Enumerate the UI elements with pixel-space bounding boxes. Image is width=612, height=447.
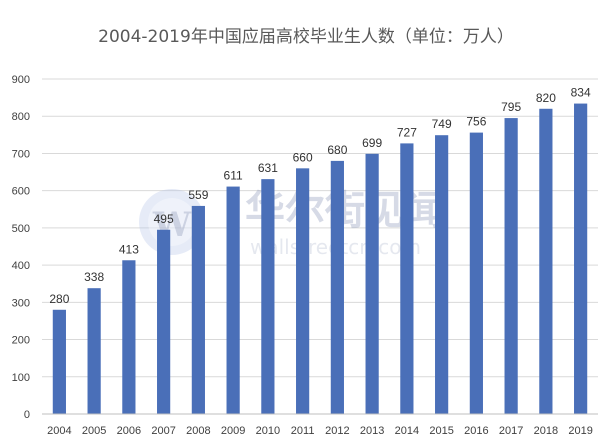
x-tick-label: 2018 bbox=[534, 425, 558, 437]
x-tick-label: 2011 bbox=[291, 425, 315, 437]
data-label: 495 bbox=[154, 212, 174, 226]
y-tick-label: 200 bbox=[12, 335, 30, 347]
data-label: 631 bbox=[258, 161, 278, 175]
y-tick-label: 300 bbox=[12, 297, 30, 309]
x-tick-label: 2015 bbox=[429, 425, 453, 437]
bar-2016 bbox=[469, 132, 483, 414]
x-tick-label: 2008 bbox=[186, 425, 210, 437]
data-label: 749 bbox=[432, 117, 452, 131]
bar-2019 bbox=[574, 103, 588, 415]
data-label: 338 bbox=[84, 270, 104, 284]
y-axis-ticks: 0 100 200 300 400 500 600 700 800 900 bbox=[12, 74, 30, 421]
data-labels: 280 338 413 495 559 611 631 660 680 699 727 749 756 7… bbox=[49, 86, 591, 306]
bar-2012 bbox=[330, 160, 344, 414]
data-label: 699 bbox=[362, 136, 382, 150]
data-label: 795 bbox=[501, 100, 521, 114]
x-tick-label: 2005 bbox=[82, 425, 106, 437]
data-label: 756 bbox=[466, 115, 486, 129]
watermark-circle bbox=[139, 189, 205, 255]
x-tick-label: 2009 bbox=[221, 425, 245, 437]
bar-2006 bbox=[122, 260, 136, 414]
bar-2018 bbox=[539, 108, 553, 415]
bar-2008 bbox=[191, 205, 205, 414]
y-tick-label: 100 bbox=[12, 372, 30, 384]
watermark-logo: W 华尔街见闻 wallstreetcn.com bbox=[139, 187, 445, 259]
bar-2015 bbox=[435, 135, 449, 414]
y-tick-label: 500 bbox=[12, 223, 30, 235]
y-tick-label: 400 bbox=[12, 260, 30, 272]
data-label: 280 bbox=[49, 292, 69, 306]
x-tick-label: 2010 bbox=[256, 425, 280, 437]
x-tick-label: 2012 bbox=[325, 425, 349, 437]
data-label: 559 bbox=[188, 188, 208, 202]
x-tick-label: 2013 bbox=[360, 425, 384, 437]
y-tick-label: 600 bbox=[12, 186, 30, 198]
y-tick-label: 700 bbox=[12, 148, 30, 160]
bar-2014 bbox=[400, 143, 414, 414]
y-tick-label: 900 bbox=[12, 74, 30, 86]
bar-2005 bbox=[87, 288, 101, 414]
bar-2011 bbox=[296, 168, 310, 414]
x-tick-label: 2014 bbox=[395, 425, 419, 437]
x-tick-label: 2004 bbox=[47, 425, 71, 437]
y-tick-label: 800 bbox=[12, 111, 30, 123]
x-tick-label: 2016 bbox=[464, 425, 488, 437]
x-tick-label: 2006 bbox=[117, 425, 141, 437]
data-label: 611 bbox=[224, 169, 243, 183]
data-label: 727 bbox=[397, 125, 417, 139]
y-tick-label: 0 bbox=[24, 409, 30, 421]
x-tick-label: 2017 bbox=[499, 425, 523, 437]
chart-title: 2004-2019年中国应届高校毕业生人数（单位：万人） bbox=[98, 27, 514, 47]
watermark-name: 华尔街见闻 bbox=[245, 187, 445, 234]
bar-2017 bbox=[504, 118, 518, 414]
x-tick-label: 2007 bbox=[151, 425, 175, 437]
bar-2009 bbox=[226, 186, 240, 414]
bar-2013 bbox=[365, 153, 379, 415]
data-label: 680 bbox=[327, 143, 347, 157]
bars bbox=[52, 103, 588, 415]
x-axis-ticks: 2004 2005 2006 2007 2008 2009 2010 2011 2012 2013… bbox=[47, 425, 593, 437]
data-label: 413 bbox=[119, 242, 139, 256]
x-tick-label: 2019 bbox=[568, 425, 592, 437]
bar-2004 bbox=[52, 309, 66, 414]
bar-2007 bbox=[157, 229, 171, 414]
data-label: 660 bbox=[293, 150, 313, 164]
bar-2010 bbox=[261, 179, 275, 414]
data-label: 820 bbox=[536, 91, 556, 105]
data-label: 834 bbox=[571, 86, 591, 100]
